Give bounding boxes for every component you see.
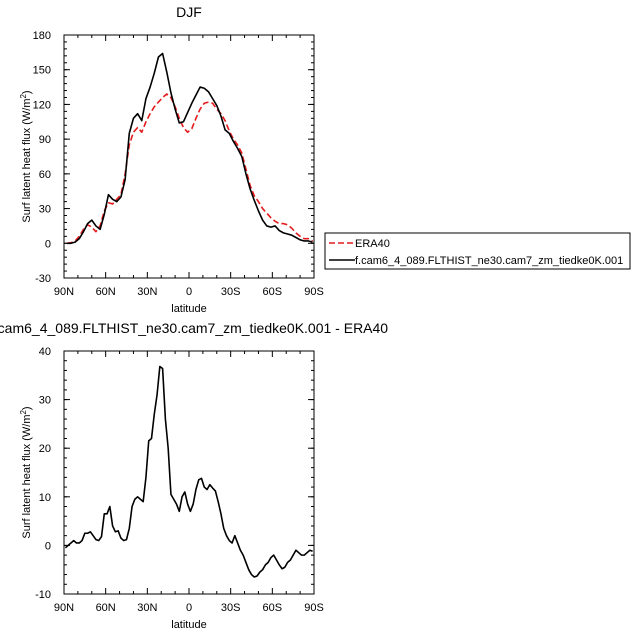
plot-frame [63, 350, 315, 595]
y-tick-label: 20 [39, 443, 51, 455]
y-tick-label: 30 [39, 204, 51, 216]
y-tick-label: 90 [39, 134, 51, 146]
x-tick-label: 90S [304, 602, 324, 614]
x-tick-label: 60N [96, 286, 116, 298]
panel-top: DJF 90N 60N 30N 0 30S 60S 90S -30 0 30 60 90 120 150 18… [19, 4, 631, 315]
panel-bottom: f.cam6_4_089.FLTHIST_ne30.cam7_zm_tiedke… [0, 320, 388, 631]
series-line-0 [66, 93, 313, 245]
y-tick-label: 10 [39, 492, 51, 504]
chart-title: DJF [176, 4, 202, 20]
series-line-1 [66, 52, 313, 245]
y-axis-label-text: Surf latent heat flux (W/m [21, 99, 33, 223]
x-tick-label: 60S [263, 286, 283, 298]
x-tick-label: 30N [137, 602, 157, 614]
x-tick-label: 0 [186, 286, 192, 298]
legend-box [324, 232, 631, 270]
x-axis-label: latitude [171, 303, 206, 315]
y-tick-label: 150 [33, 65, 51, 77]
x-tick-label: 60N [96, 602, 116, 614]
y-tick-label: 0 [45, 540, 51, 552]
y-axis-label-text: Surf latent heat flux (W/m [21, 415, 33, 539]
x-tick-label: 60S [263, 602, 283, 614]
y-tick-label: 120 [33, 99, 51, 111]
y-axis-label-close: ) [21, 90, 33, 94]
y-tick-label: 180 [33, 30, 51, 42]
x-tick-label: 30S [221, 286, 241, 298]
y-axis-label: Surf latent heat flux (W/m2) [19, 406, 33, 538]
chart-title: f.cam6_4_089.FLTHIST_ne30.cam7_zm_tiedke… [0, 320, 388, 336]
y-tick-label: -30 [35, 273, 51, 285]
x-axis-label: latitude [171, 619, 206, 631]
legend-entry-0: ERA40 [355, 238, 390, 250]
x-tick-label: 30N [137, 286, 157, 298]
y-tick-label: 40 [39, 346, 51, 358]
x-tick-label: 90N [54, 286, 74, 298]
plot-frame [63, 34, 315, 279]
y-axis-label-superscript: 2 [19, 94, 28, 99]
y-axis-label-close: ) [21, 406, 33, 410]
y-axis-label-superscript: 2 [19, 410, 28, 415]
x-tick-label: 90S [304, 286, 324, 298]
y-tick-label: 0 [45, 238, 51, 250]
legend-entry-1: f.cam6_4_089.FLTHIST_ne30.cam7_zm_tiedke… [355, 255, 623, 267]
series-line-0 [64, 365, 313, 578]
y-axis-label: Surf latent heat flux (W/m2) [19, 90, 33, 222]
x-tick-label: 30S [221, 602, 241, 614]
y-tick-label: 30 [39, 395, 51, 407]
x-tick-label: 0 [186, 602, 192, 614]
x-tick-label: 90N [54, 602, 74, 614]
y-tick-label: 60 [39, 169, 51, 181]
y-tick-label: -10 [35, 589, 51, 601]
